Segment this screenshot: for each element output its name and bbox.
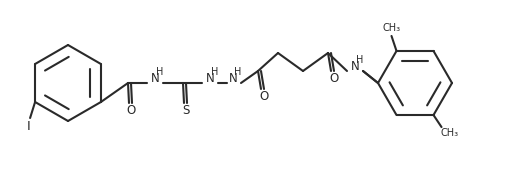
- Text: CH₃: CH₃: [382, 23, 401, 33]
- Text: H: H: [234, 67, 241, 77]
- Text: O: O: [126, 104, 136, 117]
- Text: O: O: [329, 73, 339, 86]
- Text: N: N: [229, 73, 237, 86]
- Text: H: H: [211, 67, 219, 77]
- Text: N: N: [150, 73, 159, 86]
- Text: N: N: [206, 73, 215, 86]
- Text: H: H: [356, 55, 363, 65]
- Text: S: S: [183, 104, 190, 117]
- Text: N: N: [351, 61, 359, 74]
- Text: CH₃: CH₃: [440, 128, 459, 138]
- Text: O: O: [259, 90, 269, 103]
- Text: I: I: [27, 121, 31, 134]
- Text: H: H: [156, 67, 164, 77]
